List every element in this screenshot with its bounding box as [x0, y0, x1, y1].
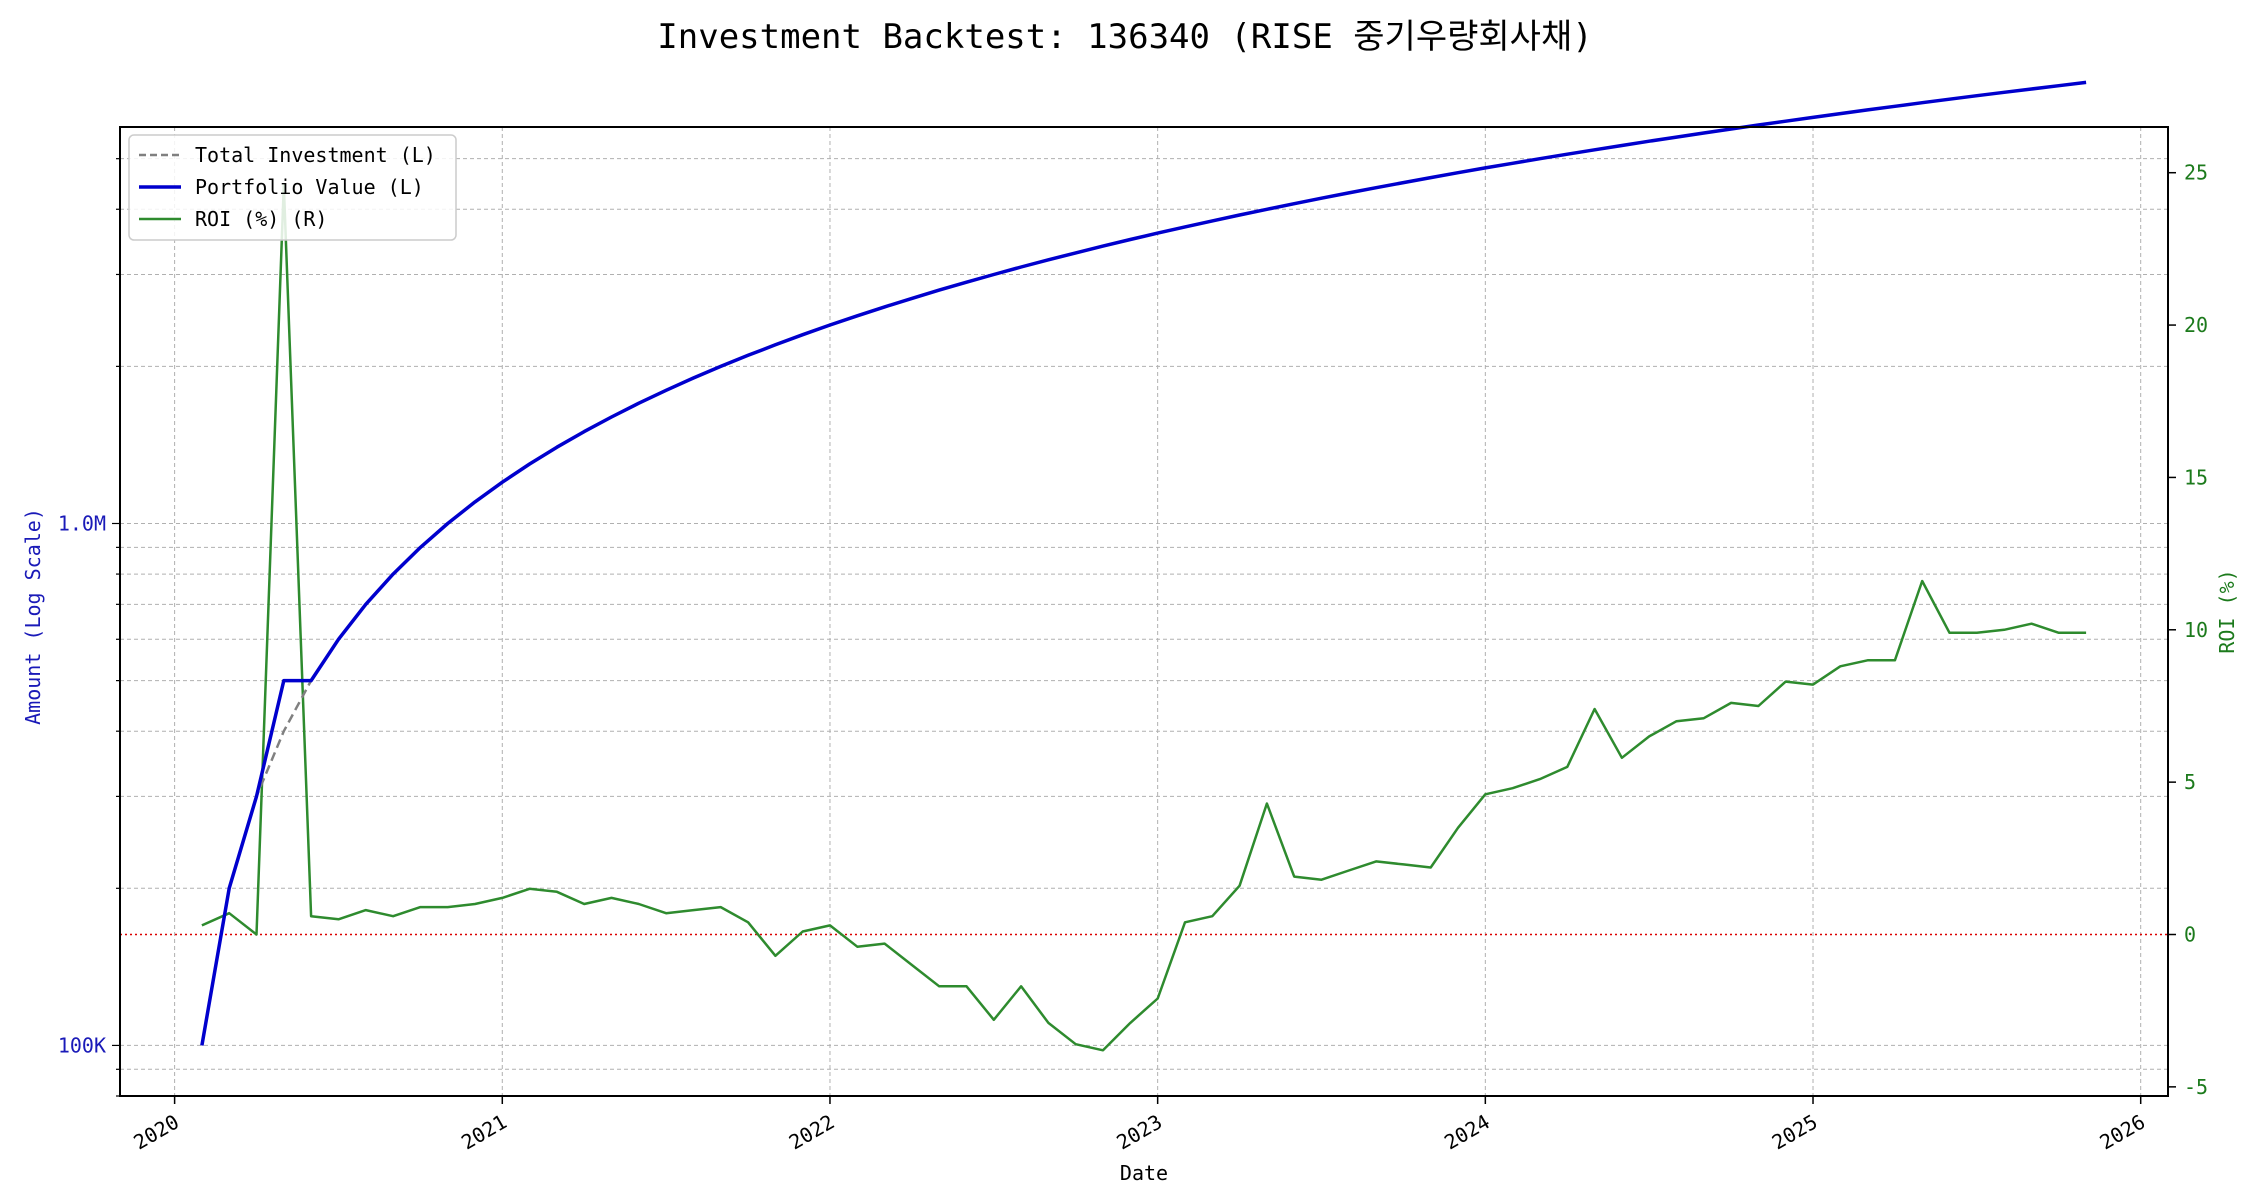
y-left-tick-label: 1.0M	[58, 511, 106, 535]
legend-label: ROI (%) (R)	[195, 207, 327, 231]
y-right-tick-label: 0	[2184, 923, 2196, 947]
y-axis-left-label: Amount (Log Scale)	[21, 508, 45, 725]
legend-label: Portfolio Value (L)	[195, 175, 424, 199]
y-right-tick-label: 25	[2184, 161, 2208, 185]
plot-frame	[119, 126, 2169, 1097]
legend: Total Investment (L) Portfolio Value (L) R…	[128, 134, 457, 241]
legend-label: Total Investment (L)	[195, 143, 436, 167]
chart-title: Investment Backtest: 136340 (RISE 중기우량회사…	[657, 17, 1592, 57]
y-right-tick-label: 10	[2184, 618, 2208, 642]
y-right-tick-label: 20	[2184, 313, 2208, 337]
y-right-tick-label: -5	[2184, 1075, 2208, 1099]
axes: 2020 2021 2022 2023 2024 2025 2026100K1.0M-505…	[58, 158, 2208, 1154]
legend-box	[128, 134, 457, 241]
roi-line	[201, 183, 2087, 1052]
y-axis-right-label: ROI (%)	[2215, 569, 2239, 653]
y-left-tick-label: 100K	[58, 1033, 106, 1057]
y-right-tick-label: 5	[2184, 770, 2196, 794]
y-right-tick-label: 15	[2184, 465, 2208, 489]
x-axis-label: Date	[1120, 1161, 1168, 1185]
series-lines	[200, 80, 2087, 1052]
portfolio-value-line	[200, 80, 2087, 1046]
